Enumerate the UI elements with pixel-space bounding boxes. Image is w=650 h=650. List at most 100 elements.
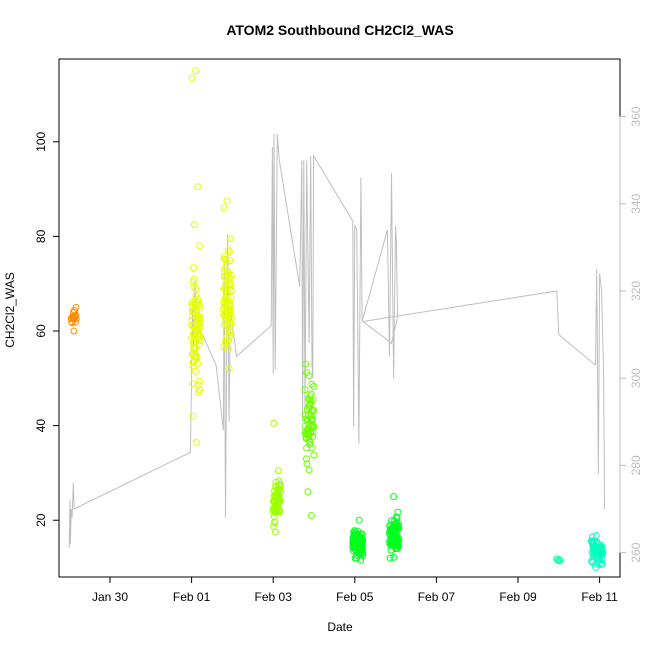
data-point [270, 522, 277, 530]
y2-tick-label: 340 [629, 193, 643, 213]
y-tick-label: 100 [34, 131, 48, 151]
data-point [220, 268, 228, 275]
data-point [221, 286, 229, 294]
data-point [598, 560, 606, 568]
data-point [188, 306, 196, 314]
data-point [224, 312, 232, 320]
data-point [597, 546, 605, 554]
data-point [395, 543, 403, 551]
data-point [308, 380, 316, 388]
data-point [349, 539, 357, 547]
data-point [223, 197, 231, 205]
data-point [393, 527, 401, 534]
data-point [195, 377, 203, 385]
y-axis-right: 260 280 300 320 340 360 [619, 106, 643, 563]
data-point [307, 429, 314, 437]
data-point [190, 283, 198, 291]
data-point [192, 355, 200, 362]
data-point [554, 556, 562, 564]
data-point [227, 328, 235, 336]
x-tick-label: Feb 03 [255, 590, 293, 604]
chart-title: ATOM2 Southbound CH2Cl2_WAS [226, 22, 453, 38]
data-point [301, 386, 309, 394]
data-point [225, 336, 233, 344]
data-point [67, 315, 75, 323]
data-point [224, 345, 232, 353]
data-point [350, 531, 358, 539]
data-point [309, 408, 317, 416]
data-point [273, 507, 281, 514]
x-tick-label: Feb 11 [581, 590, 618, 604]
data-point [387, 524, 395, 532]
y2-tick-label: 300 [629, 368, 643, 388]
data-point [390, 553, 398, 561]
data-point [226, 248, 233, 256]
data-point [193, 308, 201, 316]
data-point [192, 285, 200, 293]
data-point [190, 275, 198, 283]
data-point [310, 383, 318, 390]
x-axis-label: Date [327, 620, 353, 634]
data-point [388, 536, 396, 544]
data-point [192, 367, 200, 375]
data-point [195, 320, 203, 328]
data-point [592, 563, 600, 571]
data-point [224, 337, 231, 345]
data-point [220, 204, 228, 212]
data-point [227, 235, 235, 243]
data-point [355, 516, 363, 524]
data-point [305, 401, 313, 409]
data-point [390, 493, 398, 501]
data-point [271, 519, 279, 527]
data-point [194, 183, 202, 191]
data-point [305, 466, 313, 474]
data-point [305, 436, 313, 444]
data-point [193, 321, 201, 329]
data-point [195, 341, 203, 349]
data-point [304, 488, 312, 496]
y2-tick-label: 260 [629, 542, 643, 562]
data-point [592, 560, 600, 568]
data-point [309, 396, 317, 404]
data-point [309, 415, 317, 423]
data-point [70, 327, 78, 335]
data-point [195, 381, 203, 389]
data-point [188, 301, 196, 309]
data-point [389, 528, 397, 536]
x-tick-label: Feb 01 [173, 590, 211, 604]
data-point [274, 484, 282, 492]
data-point [394, 508, 402, 516]
data-point [188, 380, 196, 388]
data-point [226, 331, 234, 339]
x-tick-label: Feb 09 [499, 590, 537, 604]
data-point [307, 398, 315, 406]
x-tick-label: Feb 05 [336, 590, 374, 604]
data-point [193, 331, 201, 339]
data-point [190, 264, 197, 272]
y-tick-label: 40 [34, 419, 48, 433]
data-point [305, 372, 313, 380]
data-point [272, 528, 279, 536]
y-tick-label: 80 [34, 229, 48, 243]
data-point [306, 441, 314, 448]
data-point [220, 252, 228, 260]
altitude-series [68, 133, 605, 549]
data-point [223, 322, 231, 330]
data-point [307, 390, 315, 398]
y2-tick-label: 320 [629, 281, 643, 301]
data-point [222, 296, 230, 304]
data-point [72, 303, 80, 311]
data-point [270, 419, 278, 427]
data-point [308, 425, 315, 432]
data-point [195, 389, 202, 396]
data-point [190, 221, 198, 229]
data-point [220, 255, 228, 263]
data-point [227, 271, 235, 279]
data-point [310, 451, 318, 459]
data-point [310, 422, 318, 430]
data-point [274, 467, 282, 475]
data-point [394, 539, 402, 547]
x-axis: Jan 30 Feb 01 Feb 03 Feb 05 Feb 07 Feb 09 Feb … [92, 576, 618, 604]
data-point [71, 314, 79, 321]
